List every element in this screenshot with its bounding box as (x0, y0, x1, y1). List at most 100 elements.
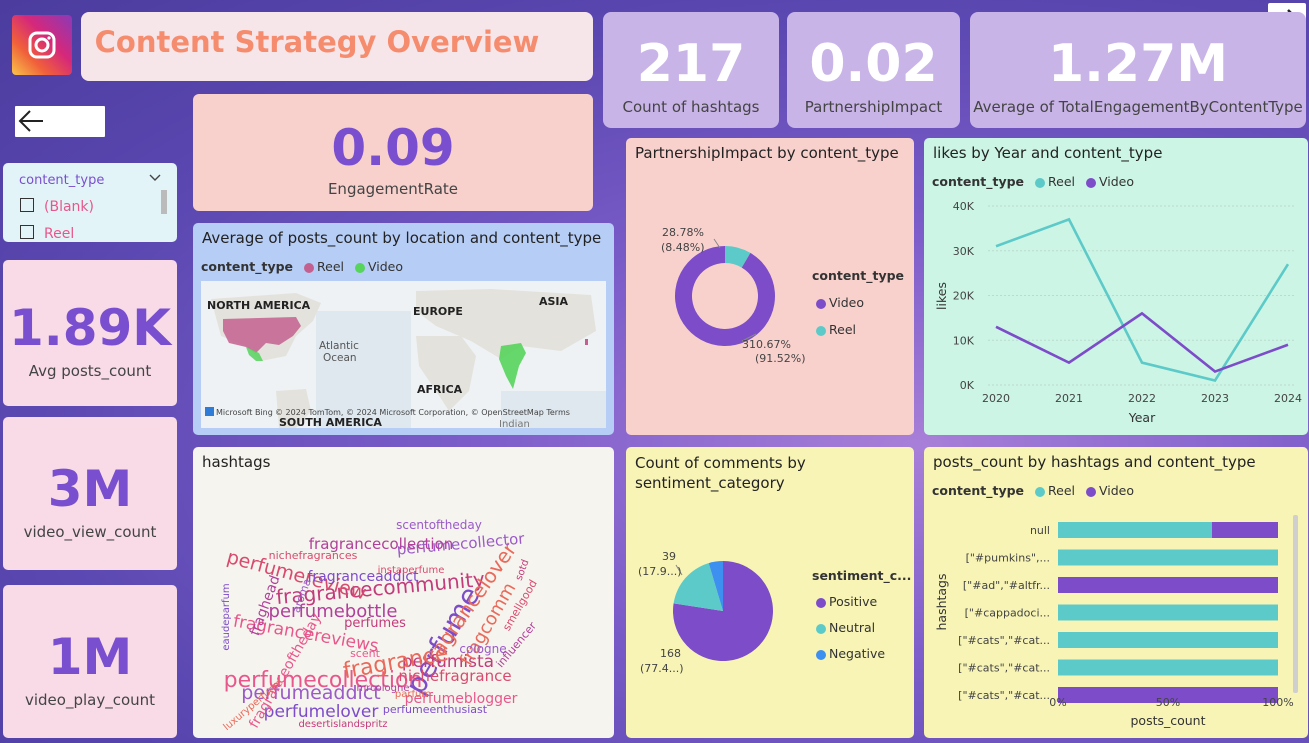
checkbox[interactable] (20, 225, 34, 239)
world-map[interactable]: NORTH AMERICA EUROPE ASIA Atlantic Ocean … (201, 281, 606, 428)
wordcloud-word[interactable]: instaperfume (378, 565, 445, 576)
legend-label: Reel (829, 322, 856, 337)
wordcloud-word[interactable]: perfumes (344, 616, 406, 631)
wordcloud-word[interactable]: nichefragrance (398, 667, 511, 685)
pie-slice-negative[interactable] (708, 561, 723, 611)
kpi-value: 217 (636, 34, 746, 94)
wordcloud-word[interactable]: cologne (459, 642, 506, 656)
kpi-value: 1.27M (1047, 34, 1229, 94)
legend-title: content_type (932, 174, 1025, 189)
donut-slice-video[interactable] (675, 246, 775, 346)
partnership-donut-chart[interactable]: 28.78% (8.48%) 310.67%(91.52%) (626, 138, 914, 435)
donut-legend: content_type Video Reel (812, 262, 904, 343)
legend-title: content_type (932, 483, 1025, 498)
map-label-atlantic: Atlantic Ocean (319, 340, 359, 364)
legend-swatch-neutral (816, 623, 826, 634)
wordcloud-word[interactable]: perfumista (402, 652, 494, 672)
bar-reel[interactable] (1058, 522, 1212, 538)
map-label-sa: SOUTH AMERICA (279, 416, 382, 428)
map-title: Average of posts_count by location and c… (202, 229, 602, 247)
title-card: Content Strategy Overview (81, 12, 593, 81)
line-series-reel[interactable] (995, 217, 1290, 383)
scrollbar[interactable] (1293, 515, 1298, 693)
map-attribution[interactable]: © 2024 TomTom, © 2024 Microsoft Corporat… (275, 408, 570, 417)
pie-slice-neutral[interactable] (673, 563, 723, 611)
legend-label: Reel (317, 259, 344, 274)
wordcloud-word[interactable]: scent (350, 647, 381, 660)
kpi-card-video-view: 3M video_view_count (3, 417, 177, 570)
map-region-japan[interactable] (585, 339, 588, 345)
kpi-label: Avg posts_count (28, 362, 152, 380)
bar-reel[interactable] (1058, 604, 1278, 621)
scrollbar[interactable] (161, 190, 167, 214)
wordcloud-word[interactable]: parfum (395, 689, 431, 700)
legend-swatch-reel (816, 325, 826, 336)
map-region-usa[interactable] (223, 317, 301, 353)
bar-reel[interactable] (1058, 549, 1278, 566)
chevron-down-icon[interactable] (149, 174, 161, 182)
wordcloud-word[interactable]: perfumeenthusiast (383, 703, 488, 716)
content-type-slicer[interactable]: content_type (Blank) Reel (3, 163, 177, 242)
wordcloud-word[interactable]: eaudeparfum (221, 583, 232, 650)
bar-reel[interactable] (1058, 659, 1278, 676)
kpi-label: video_view_count (23, 523, 157, 541)
kpi-value: 0.09 (331, 119, 455, 177)
y-axis-label: likes (934, 282, 949, 310)
hashtags-bar-card: posts_count by hashtags and content_type… (924, 447, 1308, 738)
leader-line (675, 564, 683, 576)
y-axis-label: hashtags (934, 573, 949, 630)
legend-label: Reel (1048, 483, 1075, 498)
leader-line (713, 238, 721, 249)
bar-video[interactable] (1058, 577, 1278, 593)
legend-label: Video (367, 259, 404, 274)
map-region-mexico[interactable] (246, 347, 263, 361)
wordcloud-word[interactable]: mrcologne (357, 683, 410, 694)
slicer-option[interactable]: (Blank) (20, 198, 94, 215)
map-region-india[interactable] (499, 343, 526, 389)
map-label-asia: ASIA (539, 295, 569, 308)
x-axis-label: posts_count (1130, 713, 1205, 728)
wordcloud-word[interactable]: desertislandspritz (298, 719, 387, 730)
y-tick-label: ["#cats","#cat... (958, 662, 1050, 675)
sentiment-pie-chart[interactable]: 39 (17.9...) 168 (77.4...) (626, 447, 914, 738)
y-tick-label: 0K (960, 379, 975, 392)
kpi-label: Average of TotalEngagementByContentType (973, 98, 1303, 116)
partnership-donut-card: PartnershipImpact by content_type 28.78%… (626, 138, 914, 435)
back-button[interactable] (15, 106, 105, 137)
wordcloud-card: hashtags perfumecollection perfume fragran… (193, 447, 614, 738)
wordcloud-word[interactable]: nichefragrances (269, 549, 358, 562)
hashtag-wordcloud[interactable]: perfumecollectionperfumefragrancecommuni… (193, 477, 614, 735)
x-tick-label: 100% (1262, 696, 1293, 709)
bar-video[interactable] (1058, 687, 1278, 703)
hashtags-bar-chart[interactable]: null ["#pumkins",... ["#ad","#altfr... ["#c… (924, 447, 1308, 738)
legend-swatch-video (1085, 177, 1096, 188)
x-tick-label: 2020 (982, 392, 1010, 405)
slicer-option[interactable]: Reel (20, 225, 74, 242)
legend-label: Video (1098, 483, 1135, 498)
wordcloud-word[interactable]: perfumelover (264, 702, 379, 722)
kpi-value: 3M (47, 460, 133, 518)
y-tick-label: ["#pumkins",... (966, 552, 1050, 565)
bar-reel[interactable] (1058, 632, 1278, 648)
page-title: Content Strategy Overview (94, 25, 540, 59)
wordcloud-word[interactable]: perfumebottle (269, 601, 398, 622)
checkbox[interactable] (20, 198, 34, 212)
leader-line (741, 333, 757, 342)
wordcloud-word[interactable]: fragranceaddict (307, 569, 419, 585)
wordcloud-word[interactable]: fragrancecollection (309, 535, 453, 553)
line-series-video[interactable] (995, 311, 1289, 374)
legend-swatch-video (354, 262, 365, 273)
kpi-card-total-engagement: 1.27M Average of TotalEngagementByConten… (970, 12, 1306, 128)
wordcloud-word[interactable]: perfumecollection (224, 668, 423, 693)
wordcloud-word[interactable]: scentoftheday (396, 518, 482, 532)
donut-slice-reel[interactable] (725, 246, 751, 268)
legend-label: Video (829, 295, 865, 310)
bar-video[interactable] (1212, 522, 1278, 538)
instagram-logo (12, 15, 72, 75)
wordcloud-word[interactable]: perfumeaddict (241, 682, 380, 704)
pie-label-neutral-pct: (17.9...) (638, 565, 682, 578)
kpi-label: Count of hashtags (622, 98, 760, 116)
wordcloud-word[interactable]: perfumeblogger (405, 691, 518, 707)
legend-swatch-reel (304, 262, 315, 273)
